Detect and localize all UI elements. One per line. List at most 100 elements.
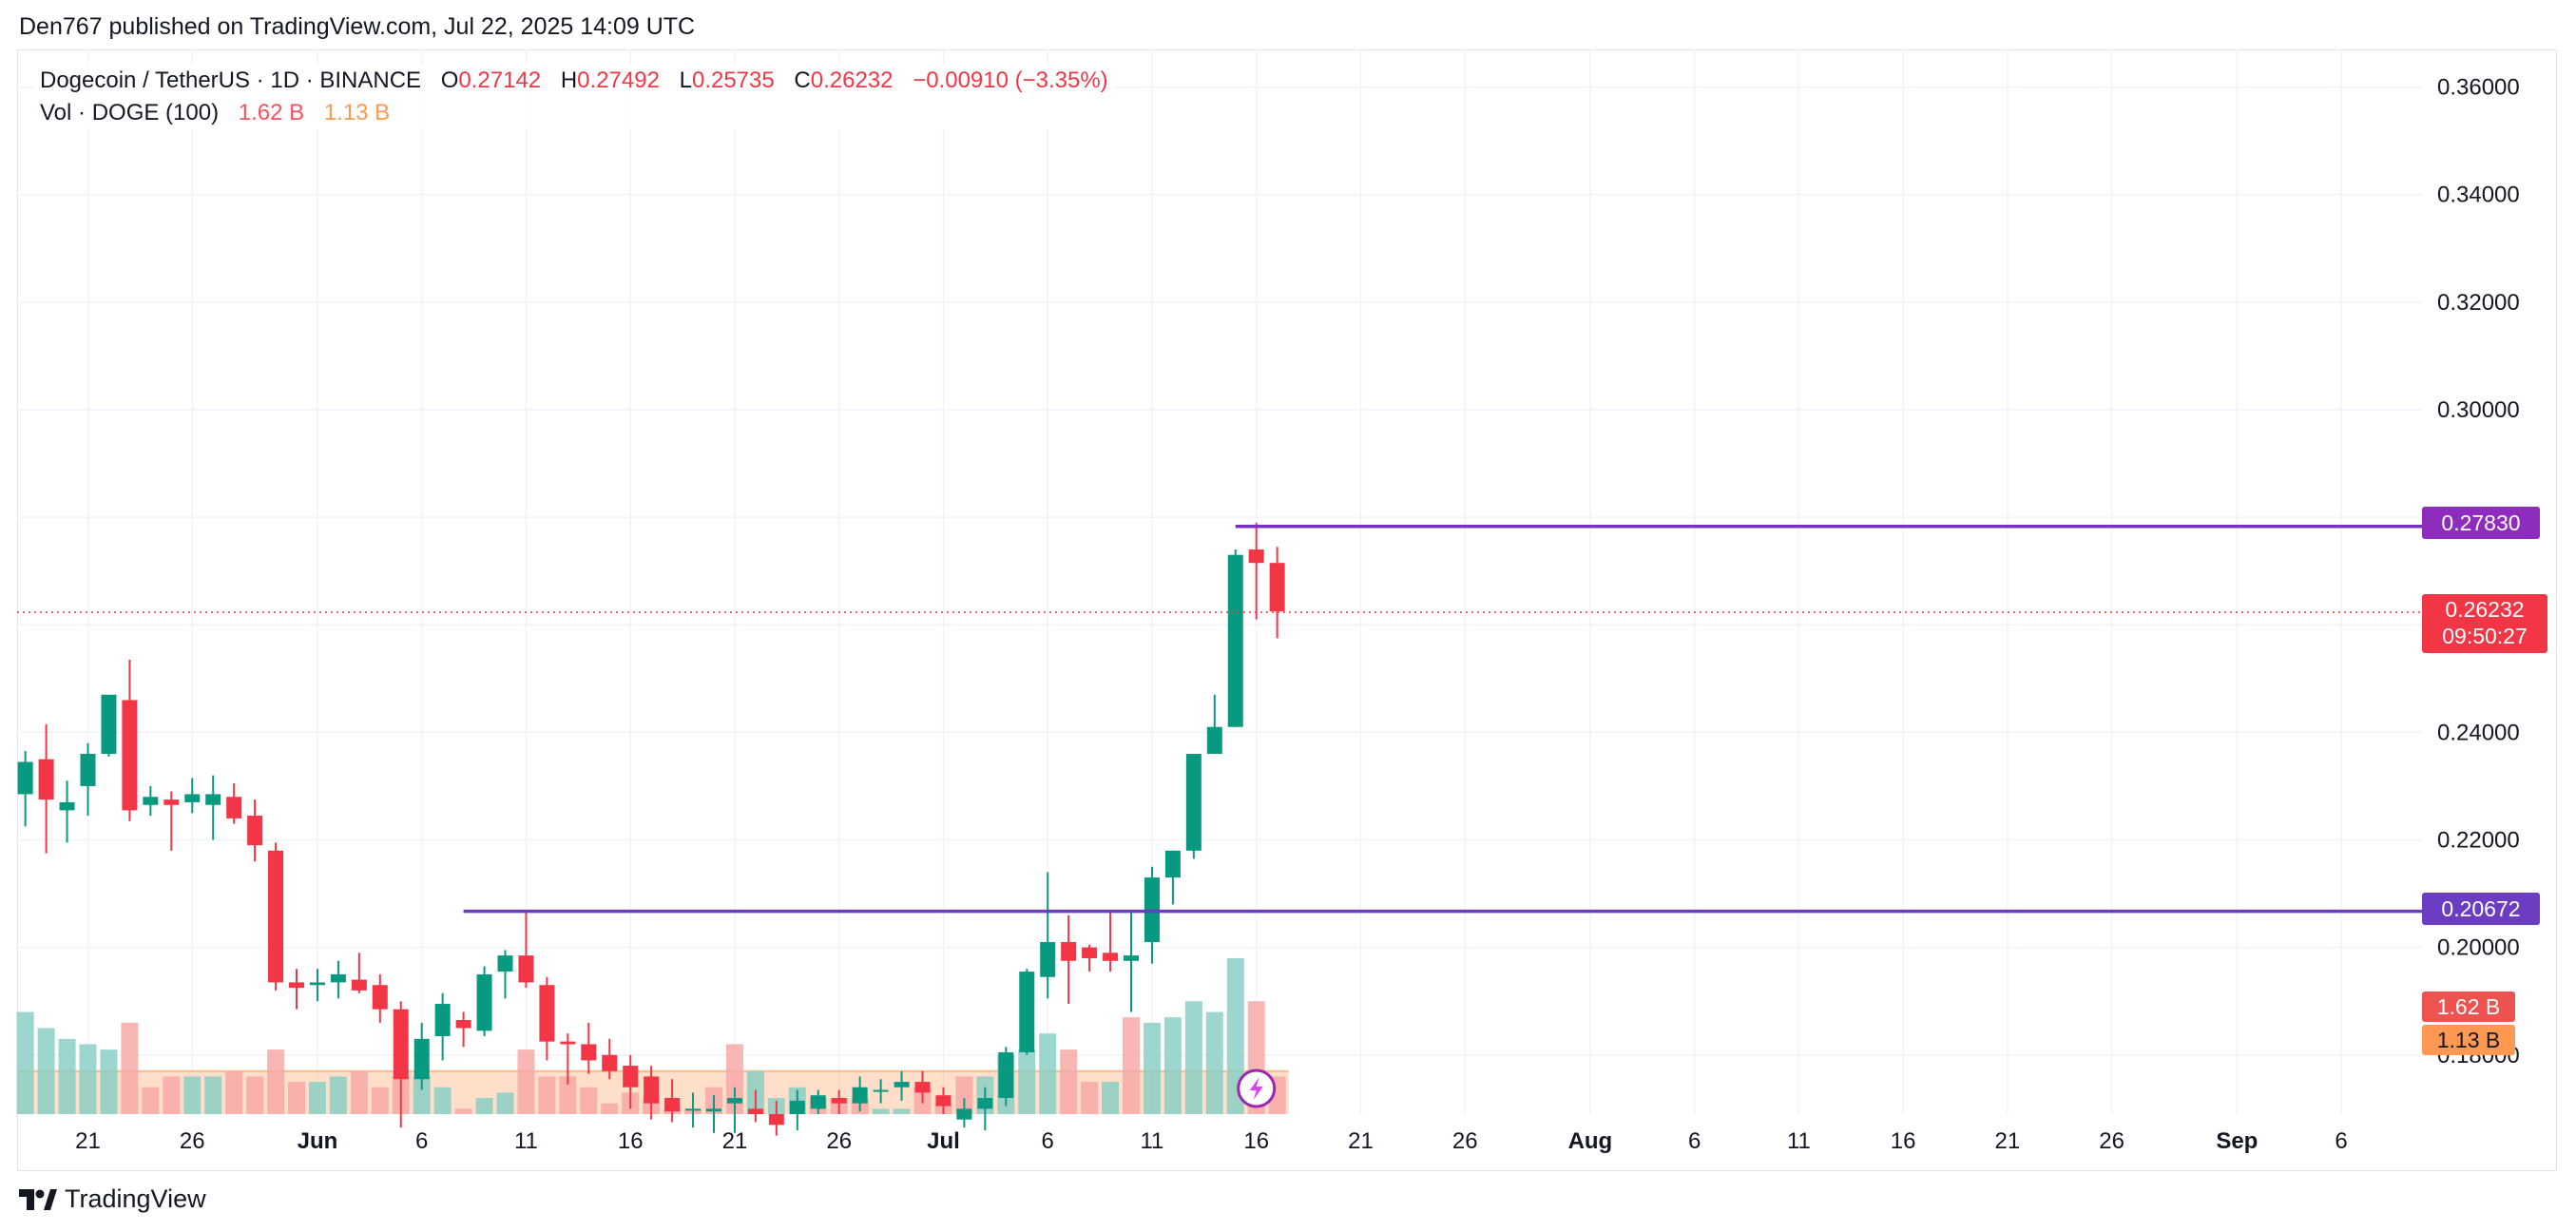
volume-bar [872, 1108, 890, 1114]
candle-body [1040, 941, 1056, 977]
volume-bar [955, 1076, 973, 1114]
candle-body [1082, 947, 1098, 958]
volume-bar [1163, 1017, 1182, 1114]
price-axis-label: 0.22000 [2437, 828, 2520, 854]
volume-bar [183, 1076, 202, 1114]
legend-low-label: L [679, 67, 692, 93]
candle-body [706, 1108, 721, 1112]
price-axis-label: 0.24000 [2437, 720, 2520, 745]
price-axis-label: 0.30000 [2437, 397, 2520, 423]
candle-body [518, 955, 534, 983]
time-axis-label: 11 [1787, 1128, 1811, 1154]
volume-bar [475, 1098, 493, 1114]
volume-bar [1184, 1001, 1202, 1114]
candle-body [413, 1038, 430, 1080]
volume-bar [267, 1049, 285, 1114]
time-axis-label: 21 [722, 1128, 748, 1154]
candle-body [810, 1095, 826, 1109]
time-axis-label: 6 [1042, 1128, 1054, 1154]
volume-bars [16, 957, 1286, 1114]
volume-bar [1143, 1022, 1161, 1114]
time-axis-label: 26 [1452, 1128, 1478, 1154]
legend-open-label: O [440, 67, 459, 93]
time-axis-label: 16 [1243, 1128, 1269, 1154]
volume-bar [601, 1103, 619, 1114]
time-axis-label: 21 [1995, 1128, 2021, 1154]
current-price-tag: 0.26232 09:50:27 [2422, 594, 2547, 653]
candle-body [664, 1098, 681, 1112]
candle-body [80, 754, 96, 786]
volume-bar [1102, 1082, 1120, 1114]
time-axis-label: 16 [618, 1128, 644, 1154]
volume-bar [1018, 1049, 1036, 1114]
volume-bar [79, 1044, 97, 1114]
time-axis-label: Jul [927, 1128, 960, 1154]
candle-body [268, 850, 284, 983]
time-axis-label: 6 [415, 1128, 428, 1154]
time-axis-label: 26 [2099, 1128, 2124, 1154]
volume-bar [517, 1049, 535, 1114]
legend-volume-row: Vol · DOGE (100) 1.62 B 1.13 B [40, 97, 1108, 129]
candle-body [455, 1020, 471, 1029]
legend-volume-ma: 1.13 B [323, 100, 391, 125]
time-axis-label: Jun [298, 1128, 338, 1154]
candle-body [143, 797, 159, 805]
candle-body [1124, 955, 1139, 961]
time-axis: 21 26 Jun 6 11 16 21 26 Jul 6 11 16 21 26 Aug 6 11 16 21 26… [75, 1128, 2348, 1154]
volume-bar [371, 1087, 389, 1114]
tradingview-logo-icon [19, 1188, 57, 1210]
bar-countdown: 09:50:27 [2442, 624, 2528, 648]
footer-brand-label: TradingView [65, 1184, 206, 1213]
candle-body [852, 1087, 868, 1104]
candle-body [330, 973, 346, 983]
volume-bar [163, 1076, 181, 1114]
legend-symbol[interactable]: Dogecoin / TetherUS · 1D · BINANCE [40, 67, 422, 93]
candle-body [309, 982, 325, 986]
volume-bar [142, 1087, 160, 1114]
candle-body [935, 1095, 952, 1107]
candle-body [1164, 850, 1181, 878]
volume-bar [893, 1108, 911, 1114]
volume-bar [433, 1087, 452, 1114]
volume-bar [288, 1082, 305, 1114]
volume-bar [413, 1076, 431, 1114]
candle-body [560, 1041, 576, 1045]
candle-body [644, 1076, 660, 1104]
time-axis-label: Sep [2216, 1128, 2258, 1154]
volume-bar [16, 1011, 34, 1114]
candle-body [184, 794, 201, 802]
legend-close-label: C [794, 67, 811, 93]
chart-frame[interactable] [17, 49, 2557, 1171]
candle-body [623, 1066, 639, 1088]
volume-bar [204, 1076, 222, 1114]
volume-bar [1226, 957, 1244, 1114]
legend-volume-label[interactable]: Vol · DOGE (100) [40, 100, 220, 125]
candle-body [789, 1100, 805, 1114]
candle-body [1019, 972, 1035, 1052]
candle-body [101, 694, 117, 755]
candle-body [602, 1054, 618, 1071]
volume-bar [308, 1082, 326, 1114]
price-axis-label: 0.36000 [2437, 75, 2520, 101]
time-axis-label: 26 [180, 1128, 205, 1154]
volume-bar [454, 1108, 472, 1114]
volume-bar [580, 1087, 598, 1114]
candle-body [122, 700, 138, 811]
time-axis-label: 26 [826, 1128, 852, 1154]
time-axis-label: 16 [1891, 1128, 1916, 1154]
candle-body [38, 759, 54, 800]
chart-icons [1237, 1068, 1277, 1108]
footer-brand[interactable]: TradingView [19, 1184, 206, 1214]
candle-body [434, 1004, 451, 1036]
volume-bar [559, 1076, 577, 1114]
candle-body [894, 1082, 910, 1088]
volume-bar [37, 1028, 55, 1114]
candle-body [977, 1098, 993, 1109]
volume-bar [496, 1092, 514, 1114]
candle-body [247, 816, 263, 846]
candle-body [831, 1098, 847, 1104]
candle-body [914, 1082, 931, 1093]
legend-ohlc-row: Dogecoin / TetherUS · 1D · BINANCE O0.27… [40, 65, 1108, 97]
candle-body [1269, 563, 1285, 612]
